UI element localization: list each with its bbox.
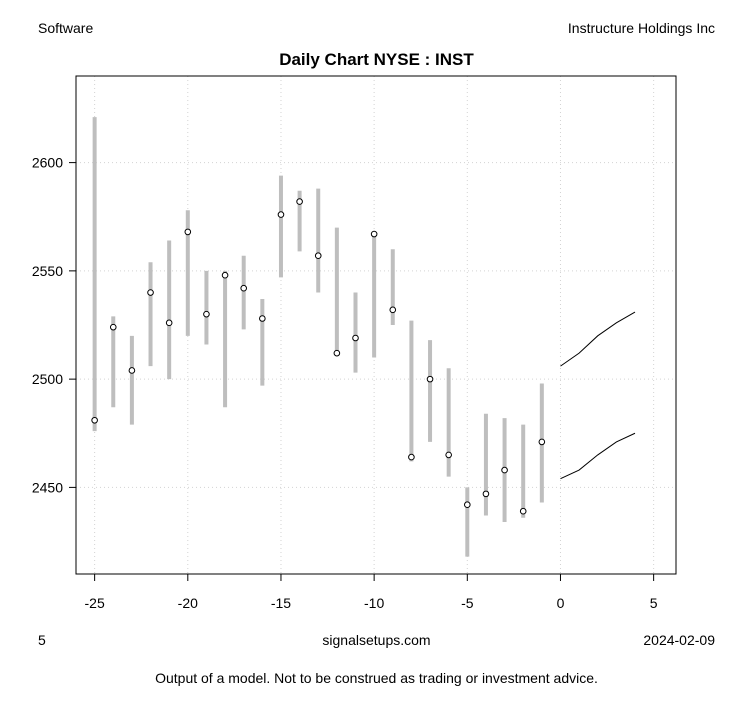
close-points [91, 198, 546, 515]
close-point [128, 367, 136, 374]
close-point [221, 271, 229, 279]
close-point [352, 334, 359, 342]
close-point [203, 310, 210, 318]
close-point [91, 416, 98, 424]
close-point [482, 490, 490, 498]
website-label: signalsetups.com [322, 632, 431, 648]
forecast-lines [560, 311, 636, 480]
forecast-line [560, 432, 636, 480]
close-point [240, 284, 248, 292]
close-point [464, 501, 471, 509]
close-point [426, 375, 434, 383]
close-point [445, 451, 452, 459]
close-point [408, 453, 415, 461]
x-tick-label: 5 [650, 595, 658, 611]
footer-left-label: 5 [38, 632, 46, 648]
close-point [538, 438, 546, 446]
close-point [314, 252, 322, 260]
close-point [333, 349, 341, 357]
close-point [389, 306, 397, 314]
close-point [259, 315, 266, 322]
x-tick-label: 0 [557, 595, 565, 611]
disclaimer-text: Output of a model. Not to be construed a… [155, 670, 598, 686]
axes: -25 -20 -15 -10 -5 0 5 2450 2500 2550 2600 [32, 155, 658, 611]
forecast-line [560, 311, 636, 367]
y-tick-label: 2450 [32, 479, 63, 495]
close-point [501, 466, 508, 474]
sector-label: Software [38, 20, 94, 36]
close-point [147, 289, 154, 296]
y-tick-label: 2550 [32, 263, 63, 279]
close-point [296, 198, 303, 205]
close-point [184, 228, 192, 236]
close-point [370, 230, 378, 238]
x-tick-label: -15 [271, 595, 291, 611]
x-tick-label: -10 [364, 595, 384, 611]
plot-frame [75, 75, 677, 575]
close-point [519, 507, 527, 515]
close-point [277, 211, 285, 218]
close-point [165, 319, 173, 327]
date-label: 2024-02-09 [643, 632, 715, 648]
chart-title: Daily Chart NYSE : INST [279, 50, 474, 69]
y-tick-label: 2600 [32, 155, 63, 171]
y-tick-label: 2500 [32, 371, 63, 387]
x-tick-label: -25 [85, 595, 105, 611]
close-point [109, 323, 117, 331]
range-bars [92, 117, 544, 557]
x-tick-label: -20 [178, 595, 198, 611]
company-name: Instructure Holdings Inc [567, 20, 715, 36]
x-tick-label: -5 [461, 595, 474, 611]
